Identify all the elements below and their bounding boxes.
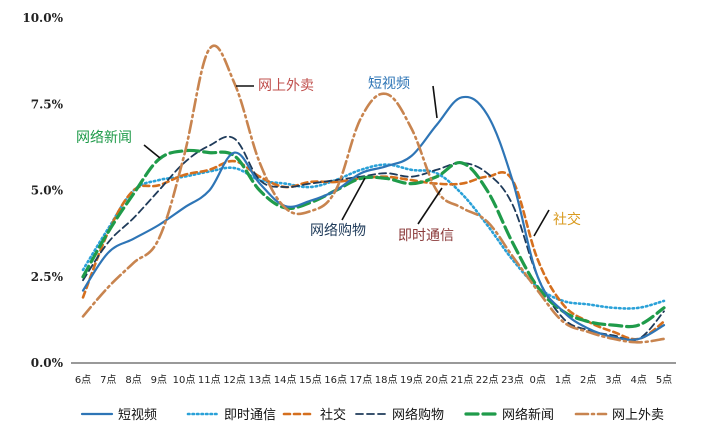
- series-line-3: [82, 135, 665, 342]
- x-tick-label: 13点: [248, 374, 271, 386]
- legend-label: 网络新闻: [502, 407, 554, 423]
- x-tick-label: 3点: [605, 374, 621, 386]
- y-tick-label: 0.0%: [31, 356, 64, 370]
- series-layer: [81, 44, 666, 344]
- x-tick-label: 23点: [501, 374, 524, 386]
- x-tick-label: 14点: [274, 374, 297, 386]
- annotation-leader-line: [417, 187, 443, 225]
- annotation-label: 短视频: [368, 76, 410, 92]
- x-tick-label: 10点: [173, 374, 196, 386]
- series-line-2: [81, 159, 666, 341]
- y-tick-label: 2.5%: [31, 270, 64, 284]
- annotation-leader-line: [432, 85, 438, 119]
- series-line-0: [81, 95, 666, 341]
- x-tick-label: 11点: [198, 374, 221, 386]
- legend-label: 网上外卖: [612, 408, 664, 423]
- x-tick-label: 18点: [375, 374, 398, 386]
- annotation-leader-line: [533, 209, 550, 237]
- x-tick-label: 21点: [451, 374, 474, 386]
- x-tick-label: 7点: [100, 374, 116, 386]
- y-tick-label: 5.0%: [31, 184, 64, 198]
- x-tick-label: 17点: [350, 374, 373, 386]
- annotation-label: 社交: [553, 211, 581, 228]
- legend-label: 短视频: [118, 408, 157, 423]
- annotation-label: 即时通信: [398, 228, 454, 244]
- annotation-label: 网络购物: [310, 223, 366, 239]
- y-tick-label: 10.0%: [22, 11, 63, 25]
- x-tick-label: 6点: [75, 374, 91, 386]
- series-line-5: [81, 44, 666, 344]
- y-tick-label: 7.5%: [31, 97, 64, 111]
- legend-label: 社交: [320, 407, 346, 423]
- annotation-leader-line: [341, 177, 366, 221]
- x-tick-label: 0点: [530, 374, 546, 386]
- legend: 短视频 即时通信 社交 网络购物 网络新闻 网上外卖: [80, 407, 664, 423]
- annotation-label: 网上外卖: [258, 78, 314, 94]
- x-tick-label: 5点: [656, 374, 672, 386]
- legend-label: 即时通信: [224, 408, 276, 423]
- x-tick-label: 19点: [400, 374, 423, 386]
- x-tick-label: 2点: [580, 374, 596, 386]
- series-line-1: [81, 163, 666, 310]
- x-tick-label: 12点: [223, 374, 246, 386]
- legend-label: 网络购物: [392, 407, 444, 423]
- x-tick-label: 4点: [631, 374, 647, 386]
- x-tick-label: 22点: [476, 374, 499, 386]
- annotation-label: 网络新闻: [76, 130, 132, 146]
- axes: 0.0% 2.5% 5.0% 7.5% 10.0% 6点 7点 8点 9点 10点 11点 12点 13…: [22, 11, 676, 386]
- x-tick-label: 15点: [299, 374, 322, 386]
- x-tick-label: 1点: [555, 374, 571, 386]
- x-tick-label: 16点: [324, 374, 347, 386]
- x-tick-label: 20点: [425, 374, 448, 386]
- annotation-leader-line: [143, 144, 161, 159]
- x-tick-label: 8点: [125, 374, 141, 386]
- x-tick-label: 9点: [151, 374, 167, 386]
